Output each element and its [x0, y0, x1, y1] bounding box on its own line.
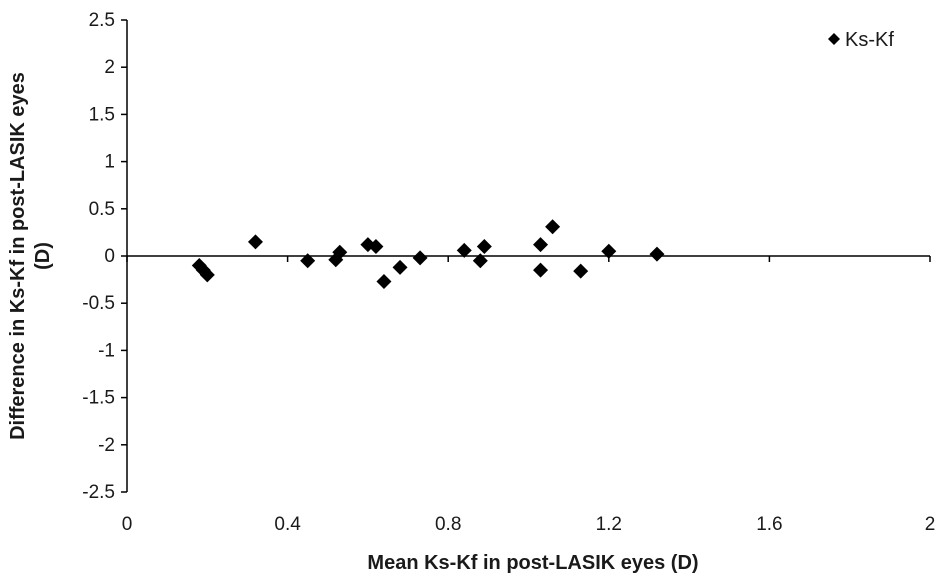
data-point-diamond — [376, 273, 392, 289]
x-tick-label: 0.4 — [274, 514, 301, 535]
data-point-diamond — [601, 243, 617, 259]
data-points — [191, 219, 665, 289]
data-point-diamond — [472, 253, 488, 269]
data-point-diamond — [476, 239, 492, 255]
y-tick-label: -0.5 — [82, 293, 115, 314]
y-tick-label: -1.5 — [82, 388, 115, 409]
data-point-diamond — [573, 263, 589, 279]
y-tick-label: 0.5 — [89, 199, 115, 220]
y-tick-label: 2.5 — [89, 10, 115, 31]
data-point-diamond — [649, 246, 665, 262]
y-tick-label: 0 — [104, 246, 115, 267]
data-point-diamond — [392, 259, 408, 275]
y-tick-label: -1 — [98, 340, 115, 361]
data-point-diamond — [533, 262, 549, 278]
y-tick-label: -2.5 — [82, 482, 115, 503]
data-point-diamond — [199, 267, 215, 283]
x-axis-title: Mean Ks-Kf in post-LASIK eyes (D) — [367, 552, 698, 574]
y-tick-label: 2 — [104, 57, 115, 78]
y-axis-title-line-2: (D) — [32, 242, 54, 270]
y-axis-ticks: 2.5 2 1.5 1 0.5 0 -0.5 -1 -1.5 -2 -2.5 — [82, 10, 127, 503]
data-point-diamond — [332, 244, 348, 260]
data-point-diamond — [412, 250, 428, 266]
x-axis-ticks: 0 0.4 0.8 1.2 1.6 2 — [122, 256, 936, 535]
x-tick-label: 2 — [925, 514, 936, 535]
data-point-diamond — [247, 234, 263, 250]
x-tick-label: 0.8 — [435, 514, 461, 535]
y-axis-title-line-1: Difference in Ks-Kf in post-LASIK eyes — [7, 72, 29, 440]
data-point-diamond — [456, 242, 472, 258]
x-tick-label: 1.6 — [756, 514, 782, 535]
y-tick-label: 1 — [104, 152, 115, 173]
data-point-diamond — [533, 237, 549, 253]
y-tick-label: 1.5 — [89, 104, 115, 125]
data-point-diamond — [300, 253, 316, 269]
x-tick-label: 1.2 — [596, 514, 622, 535]
data-point-diamond — [368, 239, 384, 255]
legend-diamond-icon — [828, 33, 840, 45]
legend-label: Ks-Kf — [845, 29, 894, 51]
legend: Ks-Kf — [828, 29, 894, 51]
y-tick-label: -2 — [98, 435, 115, 456]
x-tick-label: 0 — [122, 514, 133, 535]
data-point-diamond — [545, 219, 561, 235]
